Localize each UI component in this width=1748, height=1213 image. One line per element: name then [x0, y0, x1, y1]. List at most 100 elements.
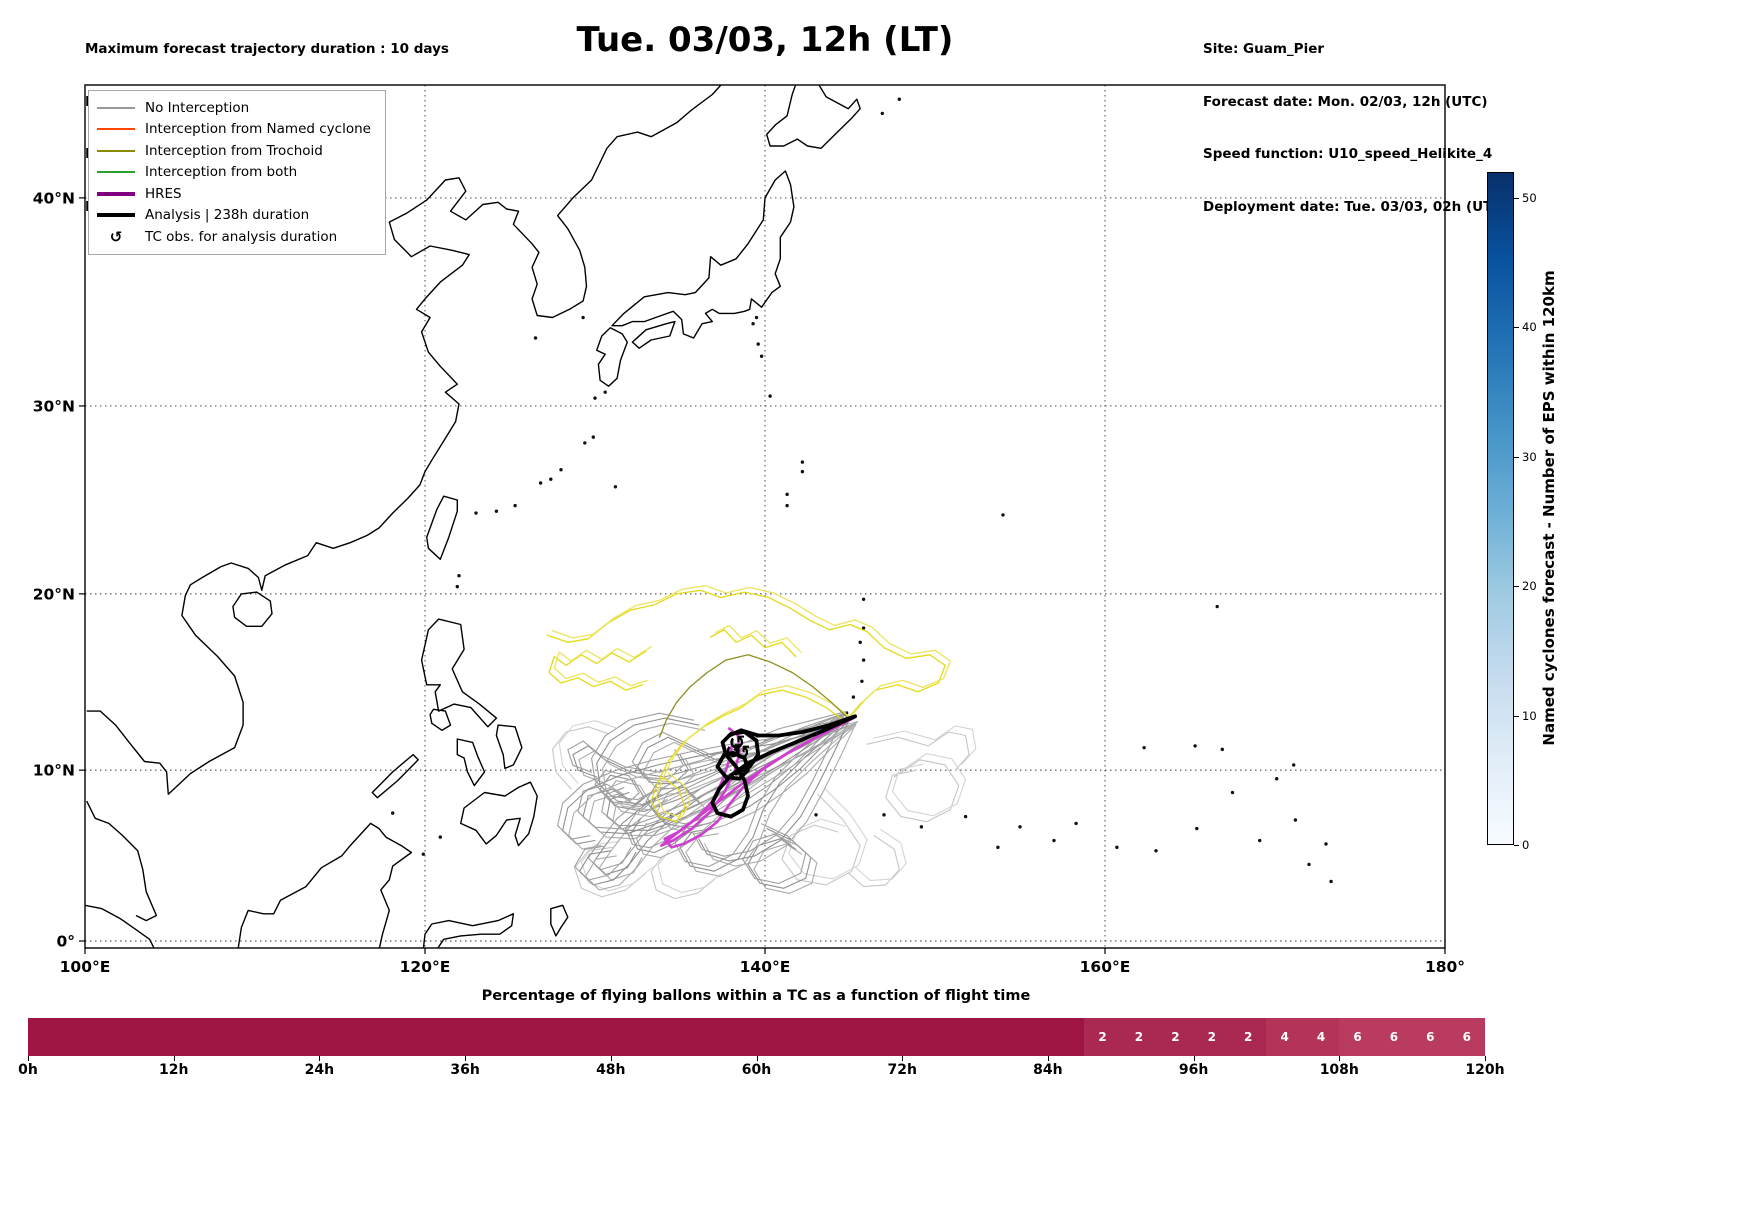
colorbar-tick [1514, 586, 1519, 588]
gray-trajectory [636, 724, 854, 859]
yellow-trajectory [548, 650, 647, 691]
flight-bar-tick [1193, 1056, 1195, 1061]
legend-line-swatch [97, 191, 135, 196]
island-dot [581, 315, 585, 320]
gray_light-trajectory [847, 834, 900, 888]
yellow-trajectory [709, 629, 797, 658]
legend-line-swatch [97, 171, 135, 174]
legend: No Interception Interception from Named c… [88, 90, 386, 255]
island-dot [1293, 818, 1298, 822]
island-dot [1292, 763, 1296, 767]
page-title: Tue. 03/03, 12h (LT) [576, 20, 954, 60]
colorbar-tick-label: 30 [1522, 449, 1537, 464]
island-dot [1329, 879, 1333, 884]
tc-obs-icon: ↺ [734, 741, 751, 765]
island-dot [391, 811, 395, 815]
x-tick-label: 140°E [740, 958, 791, 976]
legend-line-swatch [97, 213, 135, 218]
coastline-mindanao [460, 781, 538, 847]
flight-bar-cell: 2 [1157, 1018, 1194, 1056]
flight-bar-cell: 2 [1193, 1018, 1231, 1056]
island-dot [1307, 862, 1311, 867]
flight-time-bar: 2 2 2 2 2 4 4 6 6 6 6 [28, 1018, 1485, 1056]
gray-trajectory [602, 722, 706, 811]
gray-trajectory [568, 722, 857, 850]
flight-bar-cell-value: 6 [1353, 1030, 1362, 1044]
island-dot [591, 435, 595, 439]
tc-obs-symbols: ↺↺↺ [725, 730, 750, 764]
flight-bar-tick [1047, 1056, 1049, 1061]
coastline-hainan [232, 591, 273, 627]
legend-label: Interception from both [145, 164, 298, 181]
y-tick-label: 30°N [33, 397, 75, 415]
island-dot [1215, 604, 1219, 609]
tc-obs-icon: ↺ [109, 227, 123, 246]
flight-bar-cell-value: 2 [1098, 1030, 1107, 1044]
colorbar-gradient [1487, 172, 1514, 845]
x-tick-label: 160°E [1080, 958, 1131, 976]
colorbar-tick [1514, 197, 1519, 199]
coastline-luzon [420, 618, 498, 728]
island-dot [1195, 826, 1199, 831]
gray-trajectory [693, 712, 846, 857]
island-dot [513, 503, 517, 508]
gray-trajectory [587, 712, 846, 871]
island-dot [457, 574, 461, 578]
island-dot [438, 835, 442, 839]
island-dot [593, 396, 597, 400]
coastline-sulawesi-north [422, 913, 515, 948]
coastline-hokkaido [766, 85, 861, 149]
legend-item: ↺ TC obs. for analysis duration [97, 226, 371, 248]
legend-label: Analysis | 238h duration [145, 207, 310, 224]
island-dot [768, 394, 772, 398]
island-dot [814, 813, 818, 817]
flight-bar-tick [319, 1056, 321, 1061]
gray_light-trajectory [558, 720, 616, 784]
legend-line-swatch [97, 128, 135, 131]
island-dot [756, 342, 760, 346]
island-dot [1275, 777, 1279, 781]
flight-bar-tick-label: 84h [1033, 1062, 1063, 1078]
y-tick-label: 40°N [33, 189, 75, 207]
island-dot [1324, 842, 1328, 846]
island-dot [1258, 838, 1262, 843]
flight-bar-tick-label: 60h [741, 1062, 772, 1078]
y-tick-label: 10°N [33, 762, 75, 780]
legend-item: Analysis | 238h duration [97, 205, 371, 227]
island-dot [549, 477, 553, 481]
y-tick-label: 0° [56, 933, 75, 951]
flight-bar-tick [173, 1056, 175, 1061]
island-dot [880, 111, 884, 116]
island-dot [851, 695, 856, 699]
flight-bar-tick-label: 24h [304, 1062, 335, 1078]
island-dot [1230, 790, 1235, 795]
flight-bar-tick [610, 1056, 612, 1061]
legend-label: No Interception [145, 99, 250, 116]
legend-label: TC obs. for analysis duration [145, 228, 338, 245]
coastline-kyushu [596, 327, 628, 387]
flight-bar-title: Percentage of flying ballons within a TC… [481, 988, 1031, 1004]
island-dot [421, 852, 425, 856]
gray_light-trajectory [788, 787, 868, 880]
colorbar-tick [1514, 327, 1519, 329]
coastline-china-korea-coast [220, 85, 722, 591]
island-dot [861, 626, 866, 630]
tc-obs-icon: ↺ [729, 730, 746, 754]
x-tick-label: 100°E [60, 958, 111, 976]
olive-trajectory [658, 654, 849, 738]
flight-bar-tick-label: 48h [596, 1062, 626, 1078]
flight-bar-cell: 4 [1266, 1018, 1303, 1056]
gray_light-trajectory [650, 855, 715, 900]
island-dot [800, 469, 805, 474]
island-dot [559, 468, 563, 472]
flight-bar-tick-label: 12h [158, 1062, 189, 1078]
gray_light-trajectory [580, 840, 654, 892]
flight-bar-tick-label: 108h [1319, 1062, 1359, 1078]
axis-labels: 100°E 120°E 140°E 160°E 180° 0° 10°N 20°N 30°N 40… [33, 189, 1465, 976]
island-dot [1052, 838, 1056, 843]
gray-trajectory [592, 717, 851, 876]
speed-function-line: Speed function: U10_speed_Helikite_4 [1203, 146, 1493, 162]
colorbar-tick-label: 10 [1522, 708, 1537, 723]
island-dot [996, 845, 1000, 850]
site-line: Site: Guam_Pier [1203, 41, 1325, 57]
